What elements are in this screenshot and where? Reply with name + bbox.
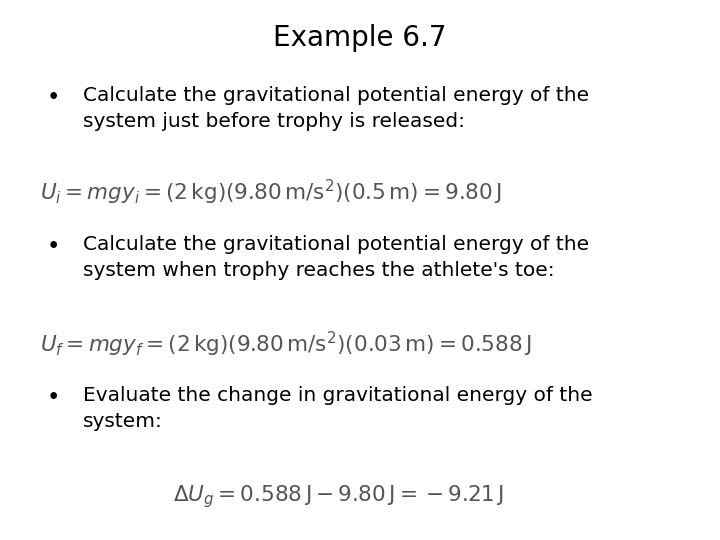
Text: Example 6.7: Example 6.7 xyxy=(274,24,446,52)
Text: Calculate the gravitational potential energy of the
system just before trophy is: Calculate the gravitational potential en… xyxy=(83,86,589,131)
Text: Evaluate the change in gravitational energy of the
system:: Evaluate the change in gravitational ene… xyxy=(83,386,593,431)
Text: •: • xyxy=(47,235,60,258)
Text: •: • xyxy=(47,86,60,110)
Text: $U_f = mgy_f = (2\,\mathrm{kg})(9.80\,\mathrm{m/s^2})(0.03\,\mathrm{m}) = 0.588\: $U_f = mgy_f = (2\,\mathrm{kg})(9.80\,\m… xyxy=(40,329,531,359)
Text: •: • xyxy=(47,386,60,409)
Text: $U_i = mgy_i = (2\,\mathrm{kg})(9.80\,\mathrm{m/s^2})(0.5\,\mathrm{m}) = 9.80\,\: $U_i = mgy_i = (2\,\mathrm{kg})(9.80\,\m… xyxy=(40,178,501,207)
Text: Calculate the gravitational potential energy of the
system when trophy reaches t: Calculate the gravitational potential en… xyxy=(83,235,589,280)
Text: $\Delta U_g = 0.588\,\mathrm{J} - 9.80\,\mathrm{J} = -9.21\,\mathrm{J}$: $\Delta U_g = 0.588\,\mathrm{J} - 9.80\,… xyxy=(173,483,504,510)
